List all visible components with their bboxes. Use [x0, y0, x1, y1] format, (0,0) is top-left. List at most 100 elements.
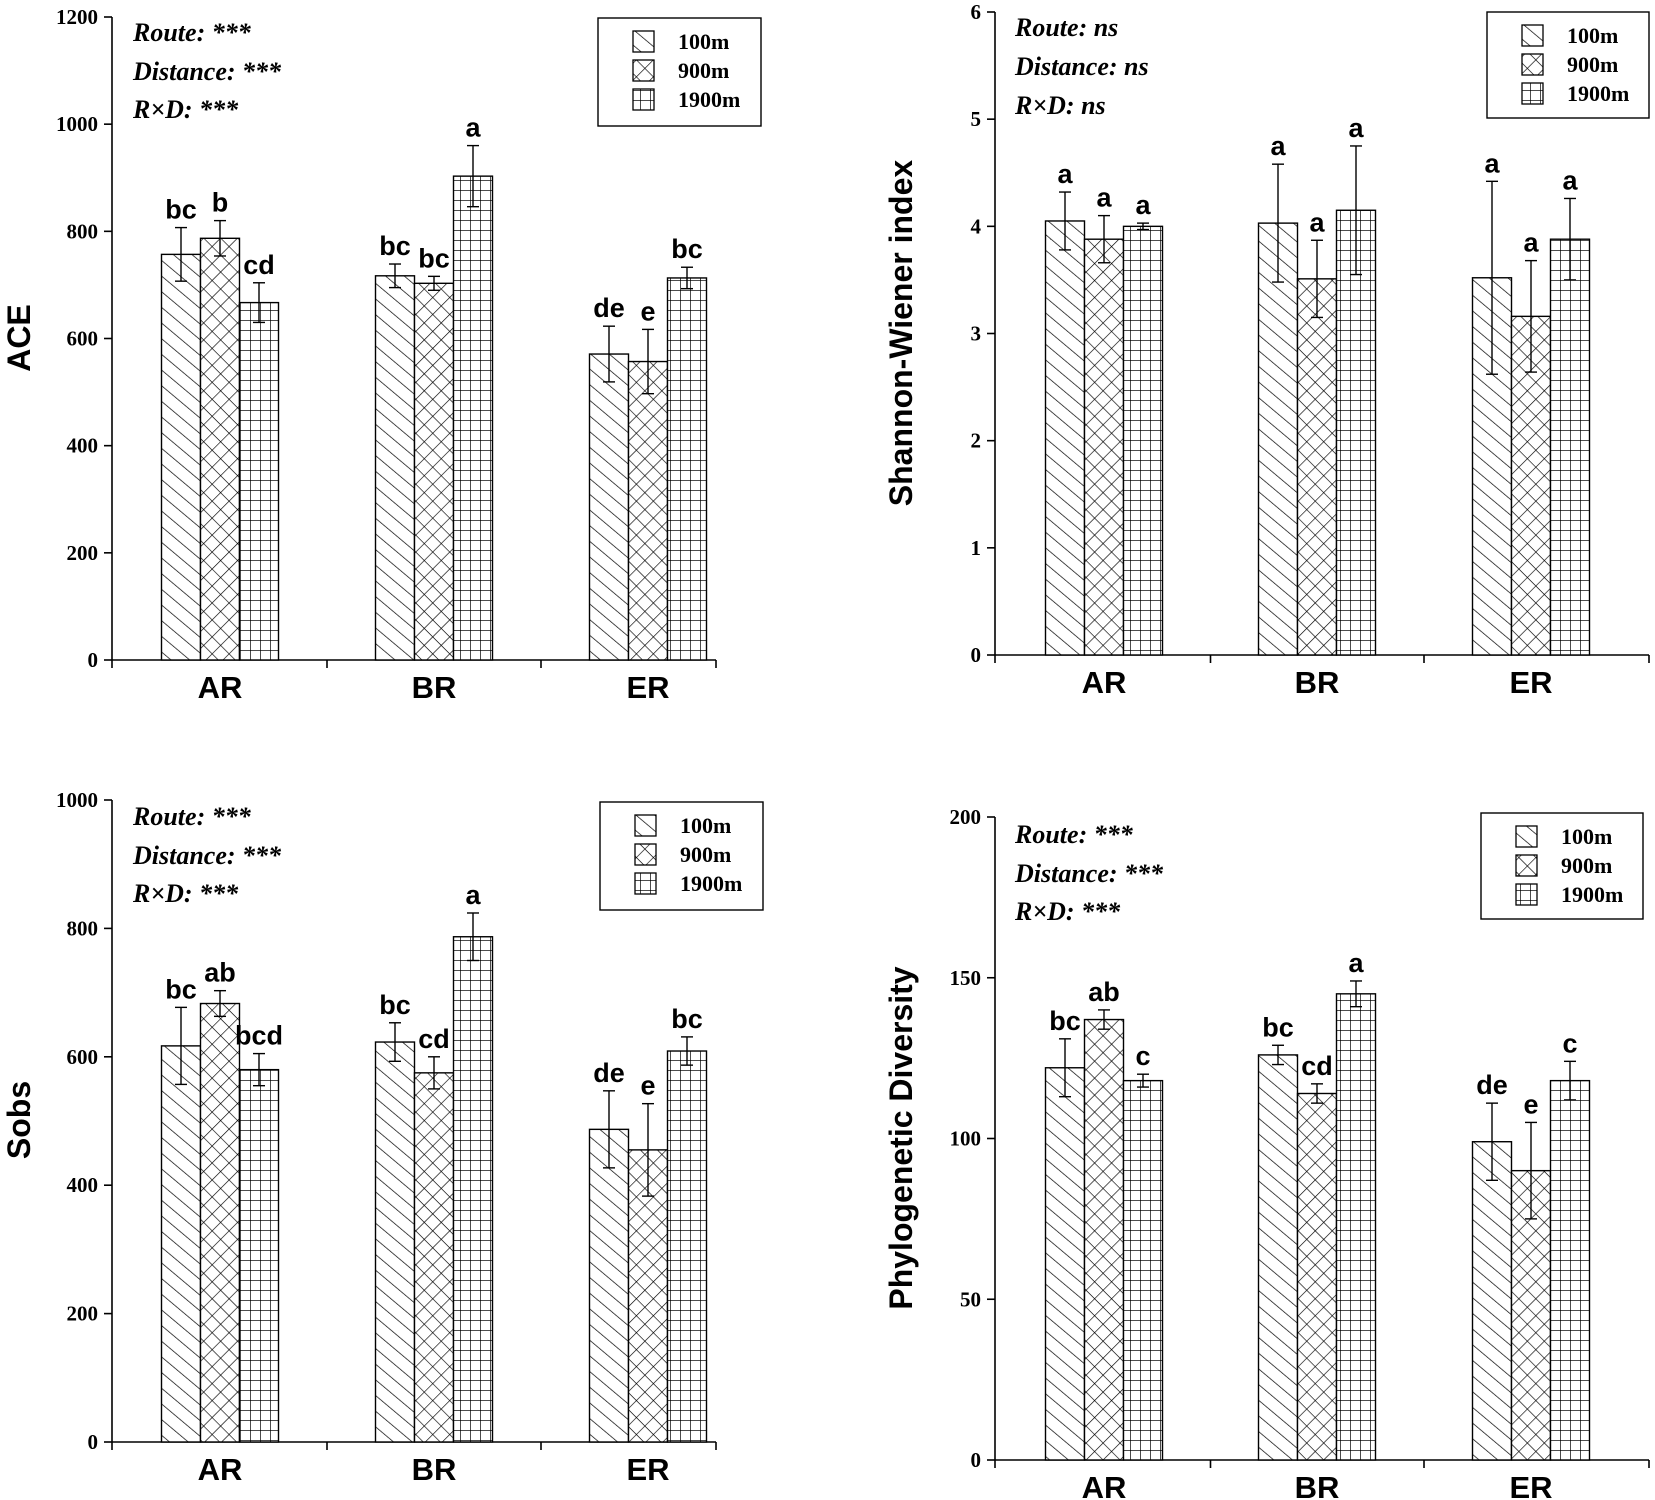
y-axis-label: Phylogenetic Diversity [883, 966, 919, 1309]
y-tick-label: 0 [971, 1448, 982, 1472]
significance-letter: a [465, 113, 481, 143]
significance-letter: bc [379, 990, 411, 1020]
bar-1900m-AR [238, 301, 280, 661]
y-tick-label: 200 [67, 541, 99, 565]
x-tick-label: AR [198, 670, 243, 705]
y-tick-label: 600 [67, 327, 99, 351]
significance-letter: bc [165, 974, 197, 1004]
legend: 100m 900m 1900m [597, 17, 762, 127]
legend-swatch-1900m [634, 872, 657, 895]
legend: 100m 900m 1900m [1480, 812, 1644, 920]
significance-letter: e [640, 1071, 655, 1101]
stat-annotation: Route: *** [132, 802, 252, 831]
stat-annotation: Route: ns [1014, 13, 1118, 42]
y-tick-label: 0 [971, 643, 982, 667]
significance-letter: bc [1049, 1006, 1081, 1036]
bar-900m-ER [627, 1149, 669, 1443]
bar-1900m-AR [1122, 1079, 1164, 1461]
bar-1900m-BR [452, 936, 494, 1443]
legend-box [599, 801, 764, 911]
bar-100m-BR [1257, 1054, 1299, 1461]
significance-letter: ab [1088, 977, 1120, 1007]
significance-letter: de [593, 1058, 625, 1088]
significance-letter: a [1484, 148, 1500, 178]
legend-swatch-900m [632, 59, 655, 82]
y-tick-label: 200 [67, 1302, 99, 1326]
bar-100m-AR [160, 1045, 202, 1443]
bar-100m-ER [588, 1128, 630, 1443]
bar-100m-BR [374, 275, 416, 661]
bar-900m-BR [1296, 1092, 1338, 1461]
legend-label: 1900m [1567, 81, 1629, 106]
legend-box [597, 17, 762, 127]
legend-label: 1900m [678, 87, 740, 112]
y-tick-label: 1000 [56, 112, 98, 136]
bar-900m-AR [1083, 1018, 1125, 1461]
x-tick-label: BR [412, 1452, 457, 1487]
legend-label: 900m [1561, 853, 1612, 878]
legend-swatch-900m [634, 843, 657, 866]
legend-label: 100m [678, 29, 729, 54]
significance-letter: de [593, 293, 625, 323]
bar-1900m-ER [1549, 1079, 1591, 1461]
bar-900m-AR [199, 237, 241, 661]
stat-annotation: Distance: *** [1014, 859, 1164, 888]
bar-1900m-AR [1122, 225, 1164, 656]
bar-1900m-ER [666, 277, 708, 661]
legend-box [1486, 11, 1650, 119]
y-tick-label: 200 [950, 805, 982, 829]
y-axis-label: ACE [1, 304, 37, 372]
y-tick-label: 2 [971, 429, 982, 453]
legend: 100m 900m 1900m [1486, 11, 1650, 119]
bar-1900m-BR [1335, 209, 1377, 656]
significance-letter: ab [204, 958, 236, 988]
significance-letter: cd [1301, 1051, 1333, 1081]
significance-letter: de [1476, 1070, 1508, 1100]
legend-label: 100m [680, 813, 731, 838]
significance-letter: a [1348, 113, 1364, 143]
significance-letter: cd [243, 250, 275, 280]
bar-100m-ER [1471, 1141, 1513, 1461]
significance-letter: bc [671, 1004, 703, 1034]
y-tick-label: 5 [971, 107, 982, 131]
bar-900m-BR [413, 1072, 455, 1443]
y-tick-label: 0 [88, 1430, 99, 1454]
significance-letter: a [1057, 159, 1073, 189]
y-tick-label: 3 [971, 322, 982, 346]
legend-swatch-100m [1521, 24, 1544, 47]
y-tick-label: 800 [67, 219, 99, 243]
x-tick-label: ER [1509, 1470, 1552, 1500]
legend-label: 900m [678, 58, 729, 83]
y-tick-label: 50 [960, 1287, 981, 1311]
bar-100m-AR [1044, 220, 1086, 656]
x-tick-label: ER [626, 1452, 669, 1487]
y-tick-label: 1 [971, 536, 982, 560]
significance-letter: c [1135, 1041, 1150, 1071]
stat-annotation: Distance: ns [1014, 52, 1149, 81]
x-tick-label: BR [1295, 665, 1340, 700]
y-tick-label: 600 [67, 1045, 99, 1069]
legend-label: 100m [1561, 824, 1612, 849]
significance-letter: bc [165, 195, 197, 225]
significance-letter: a [1270, 131, 1286, 161]
y-tick-label: 400 [67, 434, 99, 458]
y-tick-label: 150 [950, 966, 982, 990]
significance-letter: a [1562, 165, 1578, 195]
x-tick-label: BR [412, 670, 457, 705]
legend-label: 1900m [680, 871, 742, 896]
y-tick-label: 4 [971, 214, 982, 238]
significance-letter: e [640, 296, 655, 326]
bar-900m-BR [1296, 278, 1338, 656]
bar-900m-ER [627, 360, 669, 661]
stat-annotation: Route: *** [132, 18, 252, 47]
stat-annotation: R×D: *** [1014, 897, 1121, 926]
significance-letter: b [212, 188, 229, 218]
bar-100m-AR [160, 253, 202, 661]
bar-100m-AR [1044, 1067, 1086, 1461]
legend-swatch-1900m [1521, 82, 1544, 105]
significance-letter: a [465, 880, 481, 910]
significance-letter: a [1309, 207, 1325, 237]
significance-letter: a [1096, 183, 1112, 213]
